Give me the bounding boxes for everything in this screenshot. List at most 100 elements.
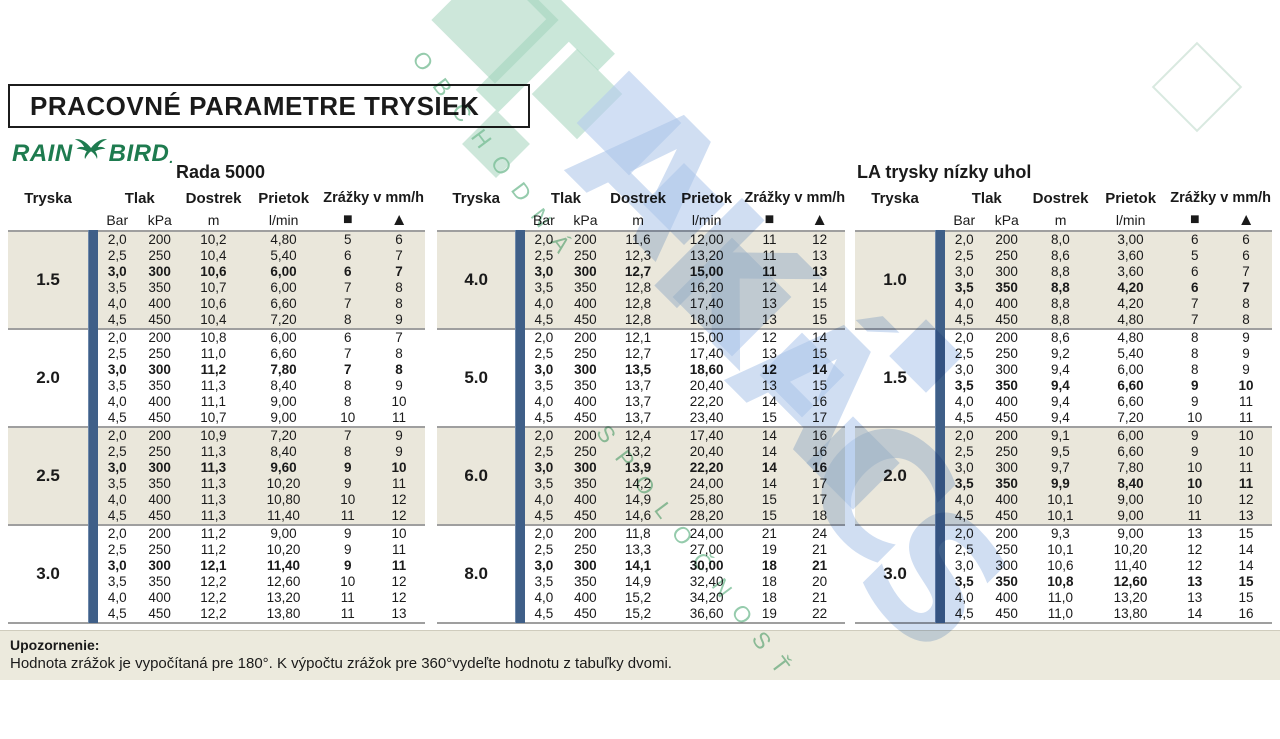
- table-row: 4,0 400 12,2 13,20 11 12: [97, 590, 425, 606]
- table-row: 2,5 250 11,3 8,40 8 9: [97, 444, 425, 460]
- table-cell: 13: [1187, 526, 1203, 541]
- col-header-dostrek: Dostrek: [610, 189, 667, 207]
- table-cell: 9,00: [1117, 508, 1144, 523]
- table-row: 2,5 250 12,3 13,20 11 13: [524, 248, 845, 264]
- table-cell: 9: [1191, 428, 1199, 443]
- table-cell: 19: [761, 542, 777, 557]
- table-row: 3,0 300 10,6 11,40 12 14: [944, 558, 1272, 574]
- table-cell: 10: [1187, 492, 1203, 507]
- table-cell: 250: [574, 346, 597, 361]
- table-cell: 13: [812, 248, 828, 263]
- group-rows: 2,0 200 10,9 7,20 7 9 2,5 250 11,3 8,40 8 9 3,0 300 11…: [97, 428, 425, 524]
- col-header-dostrek: Dostrek: [185, 189, 242, 207]
- table-cell: 400: [995, 492, 1018, 507]
- table-row: 4,5 450 9,4 7,20 10 11: [944, 410, 1272, 426]
- table-cell: 11: [762, 248, 777, 263]
- table-cell: 9,4: [1051, 394, 1070, 409]
- brand-dot: .: [169, 150, 174, 166]
- table-row: 3,5 350 8,8 4,20 6 7: [944, 280, 1272, 296]
- table-cell: 9: [395, 378, 403, 393]
- notice-label: Upozornenie:: [10, 637, 100, 653]
- table-cell: 21: [812, 558, 828, 573]
- table-cell: 400: [148, 394, 171, 409]
- triangle-icon: ▲: [1237, 210, 1255, 229]
- table-cell: 250: [148, 542, 171, 557]
- table-cell: 9: [395, 428, 403, 443]
- table-cell: 23,40: [689, 410, 724, 425]
- table-cell: 20,40: [689, 378, 724, 393]
- table-cell: 15: [812, 296, 828, 311]
- table-cell: 10,20: [266, 542, 301, 557]
- table-cell: 22,20: [689, 460, 724, 475]
- table-row: 4,5 450 11,3 11,40 11 12: [97, 508, 425, 524]
- table-cell: 12: [391, 492, 407, 507]
- table-cell: 8: [1191, 330, 1199, 345]
- table-cell: 10: [391, 394, 407, 409]
- table-cell: 8: [344, 444, 352, 459]
- notice-text: Hodnota zrážok je vypočítaná pre 180°. K…: [10, 655, 672, 672]
- table-cell: 13,80: [266, 606, 301, 621]
- table-cell: 12,7: [624, 264, 652, 279]
- table-cell: 7: [344, 362, 352, 377]
- table-cell: 10: [391, 526, 407, 541]
- table-cell: 2,0: [534, 428, 554, 443]
- table-row: 2,0 200 9,1 6,00 9 10: [944, 428, 1272, 444]
- table-row: 4,5 450 15,2 36,60 19 22: [524, 606, 845, 622]
- table-cell: 10,8: [200, 330, 227, 345]
- table-cell: 6,60: [270, 346, 297, 361]
- table-cell: 2,0: [954, 526, 974, 541]
- table-cell: 12: [761, 330, 777, 345]
- col-header-tlak: Tlak: [971, 189, 1002, 207]
- table-cell: 11: [340, 590, 355, 605]
- table-cell: 8,6: [1051, 248, 1070, 263]
- table-cell: 11: [1239, 394, 1254, 409]
- table-cell: 14: [812, 330, 828, 345]
- table-cell: 4,5: [954, 312, 974, 327]
- table-cell: 15: [1238, 526, 1254, 541]
- table-cell: 7: [1242, 280, 1250, 295]
- table-cell: 11,3: [200, 378, 227, 393]
- table-row: 2,0 200 11,8 24,00 21 24: [524, 526, 845, 542]
- table-cell: 450: [148, 312, 171, 327]
- square-icon: ■: [764, 211, 775, 228]
- table-cell: 2,5: [954, 346, 974, 361]
- table-cell: 10,8: [1047, 574, 1074, 589]
- table-cell: 14: [1187, 606, 1203, 621]
- table-cell: 450: [148, 606, 171, 621]
- table-cell: 13: [761, 296, 777, 311]
- table-cell: 12,1: [624, 330, 652, 345]
- table-cell: 6,60: [1117, 394, 1144, 409]
- table-cell: 13,9: [624, 460, 652, 475]
- table-cell: 300: [995, 558, 1018, 573]
- table-cell: 4,5: [107, 410, 127, 425]
- table-cell: 350: [148, 574, 171, 589]
- table-cell: 4,0: [107, 492, 127, 507]
- table-cell: 350: [995, 476, 1018, 491]
- table-row: 2,5 250 9,5 6,60 9 10: [944, 444, 1272, 460]
- table-cell: 9,7: [1051, 460, 1070, 475]
- table-cell: 200: [574, 428, 597, 443]
- table-cell: 18: [761, 590, 777, 605]
- table-cell: 28,20: [689, 508, 724, 523]
- table-cell: 13: [1187, 574, 1203, 589]
- table-cell: 350: [574, 574, 597, 589]
- table-row: 2,5 250 8,6 3,60 5 6: [944, 248, 1272, 264]
- table-cell: 8: [344, 394, 352, 409]
- table-cell: 8,40: [270, 378, 297, 393]
- table-cell: 12: [391, 574, 407, 589]
- table-cell: 12: [391, 590, 407, 605]
- table-cell: 7,20: [1117, 410, 1144, 425]
- table-cell: 8: [395, 280, 403, 295]
- table-cell: 9,00: [1117, 526, 1144, 541]
- rainbird-logo: RAIN BIRD .: [12, 138, 174, 170]
- table-cell: 6: [395, 232, 403, 247]
- table-cell: 400: [995, 394, 1018, 409]
- table-cell: 400: [148, 296, 171, 311]
- table-cell: 2,5: [954, 542, 974, 557]
- table-cell: 10,9: [200, 428, 227, 443]
- table-cell: 9: [344, 460, 352, 475]
- nozzle-size: 5.0: [464, 368, 488, 387]
- table-cell: 18: [761, 558, 777, 573]
- table-cell: 350: [574, 280, 597, 295]
- table-cell: 4,0: [534, 394, 554, 409]
